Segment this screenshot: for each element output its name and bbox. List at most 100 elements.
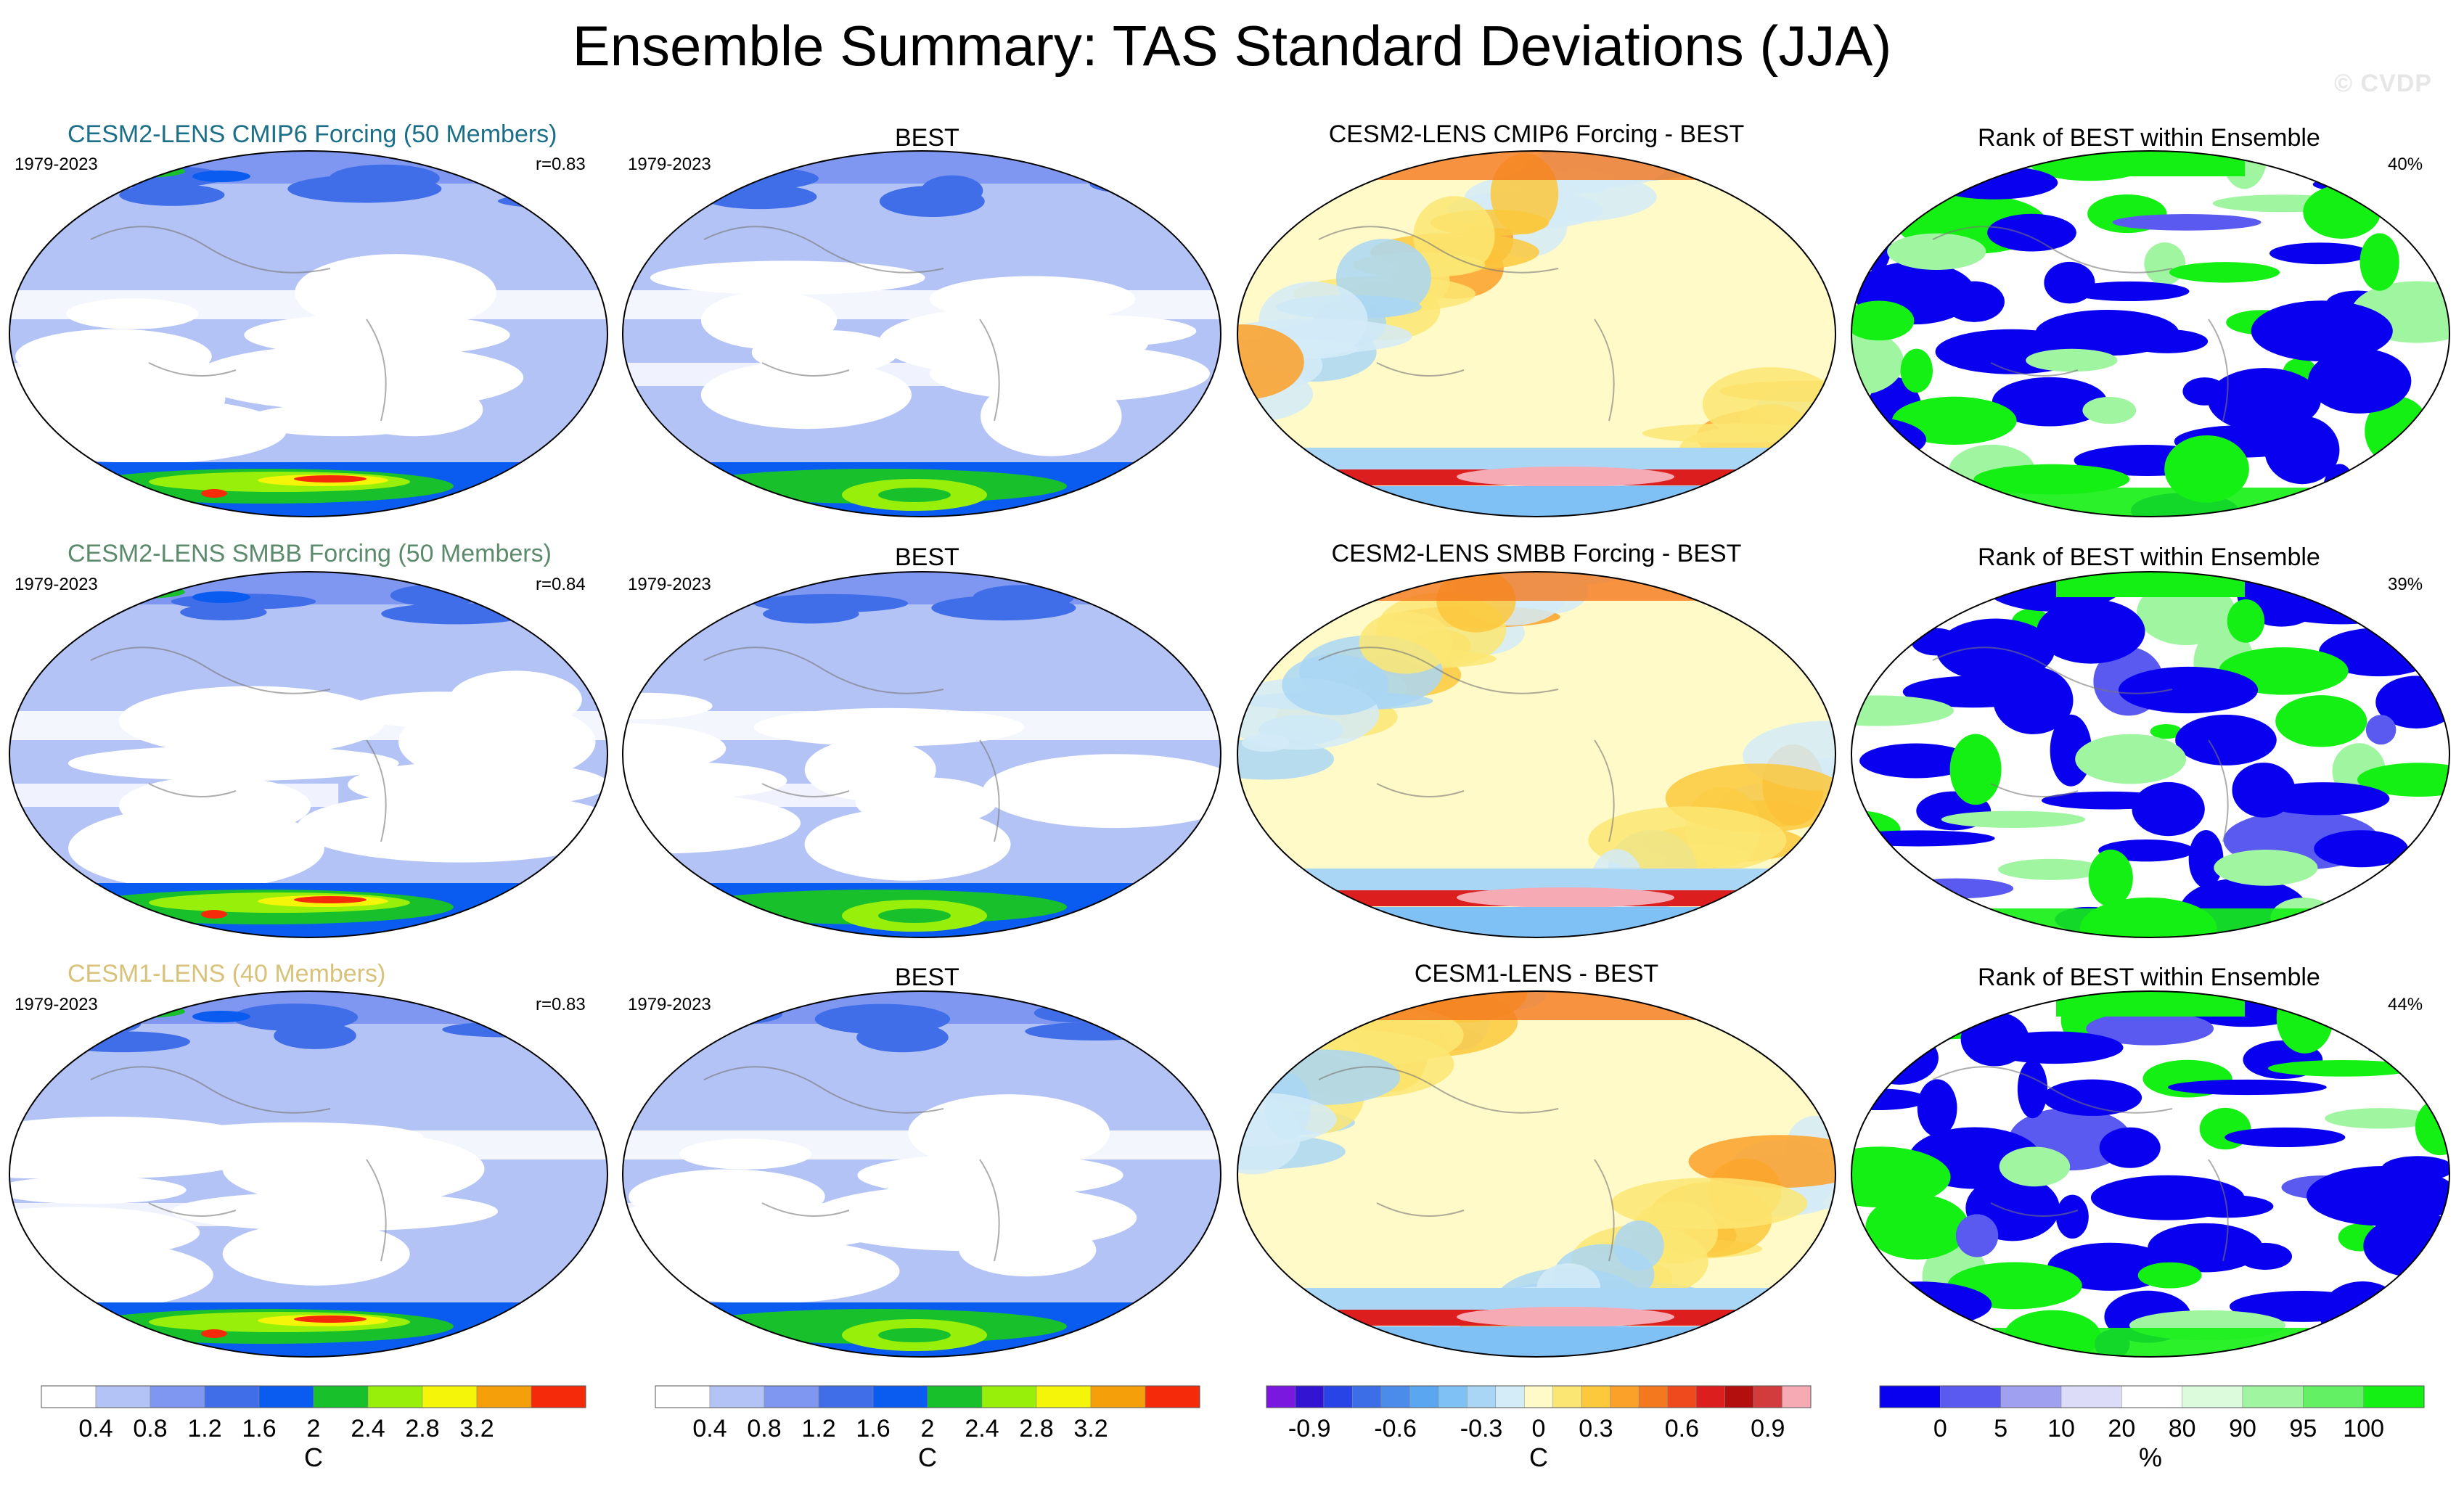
colorbar-sd-obs-tick: 0.8 [747, 1415, 782, 1442]
rank-title: Rank of BEST within Ensemble [1978, 964, 2320, 991]
colorbar-diff-tick: -0.6 [1374, 1415, 1417, 1442]
colorbar-diff-tick: 0 [1531, 1415, 1546, 1442]
colorbar-sd-box [41, 1385, 97, 1408]
colorbar-sd-obs-box [1145, 1385, 1200, 1408]
colorbar-rank-tick: 5 [1994, 1415, 2008, 1442]
map-panel-r2-c4 [1851, 572, 2449, 937]
colorbar-rank-unit: % [2138, 1442, 2162, 1472]
pattern-correlation: r=0.83 [536, 155, 586, 174]
rank-percent: 39% [2388, 575, 2423, 594]
colorbar-sd-box [258, 1385, 314, 1408]
colorbar-diff-box [1266, 1385, 1296, 1408]
map-frame [1851, 571, 2450, 938]
colorbar-sd-tick: 1.6 [242, 1415, 277, 1442]
map-frame [9, 571, 608, 938]
colorbar-sd-obs-tick: 1.2 [801, 1415, 836, 1442]
colorbar-sd-box [204, 1385, 260, 1408]
colorbar-rank-box [1879, 1385, 1941, 1408]
colorbar-sd-obs-unit: C [918, 1442, 937, 1472]
colorbar-diff-unit: C [1529, 1442, 1548, 1472]
colorbar-sd-tick: 2 [306, 1415, 321, 1442]
colorbar-rank-box [2182, 1385, 2243, 1408]
colorbar-rank-box [2060, 1385, 2122, 1408]
diff-title: CESM2-LENS SMBB Forcing - BEST [1331, 540, 1742, 567]
rank-title: Rank of BEST within Ensemble [1978, 543, 2320, 571]
colorbar-sd-obs-box [655, 1385, 711, 1408]
colorbar-diff-box [1380, 1385, 1410, 1408]
map-panel-r2-c2 [623, 572, 1221, 937]
diff-title: CESM2-LENS CMIP6 Forcing - BEST [1328, 120, 1745, 148]
map-panel-r3-c1 [9, 991, 607, 1357]
diff-title: CESM1-LENS - BEST [1414, 960, 1659, 988]
colorbar-rank-tick: 90 [2229, 1415, 2256, 1442]
cvdp-watermark: © CVDP [2334, 70, 2432, 97]
colorbar-diff-box [1295, 1385, 1325, 1408]
colorbar-diff-box [1467, 1385, 1497, 1408]
colorbar-sd-obs-box [927, 1385, 983, 1408]
map-frame [1851, 990, 2450, 1358]
colorbar-sd-obs-box [981, 1385, 1037, 1408]
colorbar-rank-tick: 80 [2168, 1415, 2196, 1442]
obs-title: BEST [895, 964, 959, 991]
map-frame [1237, 990, 1836, 1358]
colorbar-diff-box [1581, 1385, 1610, 1408]
colorbar-diff-box [1638, 1385, 1668, 1408]
map-frame [622, 571, 1221, 938]
colorbar-sd-obs-tick: 0.4 [692, 1415, 727, 1442]
obs-title: BEST [895, 124, 959, 152]
colorbar-diff-box [1753, 1385, 1782, 1408]
obs-title: BEST [895, 543, 959, 571]
colorbar-diff-box [1552, 1385, 1582, 1408]
colorbar-sd-tick: 2.8 [405, 1415, 440, 1442]
model-title: CESM2-LENS CMIP6 Forcing (50 Members) [67, 120, 557, 148]
colorbar-sd-box [531, 1385, 586, 1408]
map-panel-r3-c2 [623, 991, 1221, 1357]
map-frame [1237, 150, 1836, 517]
map-panel-r1-c2 [623, 151, 1221, 517]
colorbar-sd-obs-box [1090, 1385, 1146, 1408]
colorbar-sd-obs-box [764, 1385, 819, 1408]
map-panel-r2-c1 [9, 572, 607, 937]
colorbar-sd-obs-tick: 2.4 [965, 1415, 999, 1442]
colorbar-rank-tick: 10 [2047, 1415, 2075, 1442]
pattern-correlation: r=0.83 [536, 995, 586, 1014]
colorbar-diff-box [1782, 1385, 1812, 1408]
colorbar-sd-box [95, 1385, 151, 1408]
colorbar-diff-tick: 0.9 [1751, 1415, 1785, 1442]
colorbar-diff-box [1438, 1385, 1468, 1408]
colorbar-sd-obs-tick: 1.6 [856, 1415, 891, 1442]
colorbar-diff-box [1695, 1385, 1725, 1408]
colorbar-sd-box [150, 1385, 205, 1408]
colorbar-sd [41, 1385, 586, 1408]
colorbar-sd-obs-box [1036, 1385, 1092, 1408]
colorbar-rank [1879, 1385, 2425, 1408]
colorbar-diff-box [1323, 1385, 1353, 1408]
obs-period: 1979-2023 [628, 155, 711, 174]
colorbar-sd-unit: C [304, 1442, 323, 1472]
colorbar-rank-box [2242, 1385, 2304, 1408]
colorbar-rank-box [2000, 1385, 2062, 1408]
colorbar-diff-box [1495, 1385, 1525, 1408]
map-panel-r3-c3 [1237, 991, 1835, 1357]
rank-percent: 44% [2388, 995, 2423, 1014]
colorbar-sd-box [367, 1385, 423, 1408]
colorbar-sd-tick: 1.2 [187, 1415, 222, 1442]
map-frame [1237, 571, 1836, 938]
colorbar-sd-obs-tick: 2 [920, 1415, 935, 1442]
map-panel-r2-c3 [1237, 572, 1835, 937]
model-period: 1979-2023 [15, 575, 98, 594]
colorbar-sd-tick: 0.4 [78, 1415, 113, 1442]
colorbar-sd-tick: 2.4 [351, 1415, 385, 1442]
colorbar-rank-tick: 95 [2289, 1415, 2317, 1442]
colorbar-rank-box [1940, 1385, 2001, 1408]
colorbar-diff-tick: -0.9 [1288, 1415, 1331, 1442]
colorbar-sd-box [313, 1385, 369, 1408]
colorbar-rank-tick: 100 [2343, 1415, 2385, 1442]
colorbar-diff-box [1610, 1385, 1640, 1408]
model-period: 1979-2023 [15, 995, 98, 1014]
colorbar-diff-box [1352, 1385, 1382, 1408]
model-title: CESM1-LENS (40 Members) [67, 960, 386, 988]
map-frame [1851, 150, 2450, 517]
obs-period: 1979-2023 [628, 575, 711, 594]
